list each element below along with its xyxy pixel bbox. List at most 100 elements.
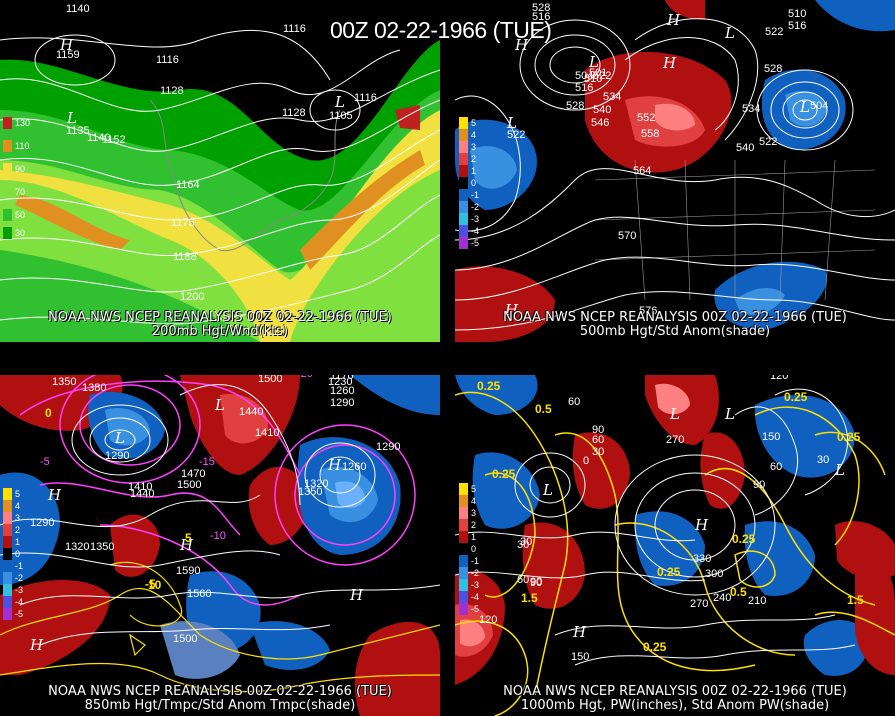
svg-text:L: L [334,93,345,111]
svg-text:0: 0 [45,406,52,420]
caption-line1: NOAA NWS NCEP REANALYSIS 00Z 02-22-1966 … [503,684,847,699]
svg-text:576: 576 [639,305,657,317]
svg-text:1500: 1500 [173,633,197,645]
svg-text:1440: 1440 [130,488,154,500]
svg-text:L: L [799,98,810,116]
svg-text:H: H [572,623,587,641]
svg-text:H: H [29,636,44,654]
svg-text:1590: 1590 [176,565,200,577]
svg-text:1290: 1290 [330,397,354,409]
svg-text:150: 150 [762,431,780,443]
svg-text:10: 10 [148,578,162,592]
svg-text:1380: 1380 [82,382,106,394]
svg-text:1170: 1170 [330,375,354,382]
svg-text:-15: -15 [199,456,215,468]
svg-text:H: H [662,54,677,72]
svg-text:L: L [114,429,125,447]
svg-text:1350: 1350 [90,541,114,553]
svg-text:1350: 1350 [52,376,76,388]
svg-text:528: 528 [566,100,584,112]
svg-text:-10: -10 [210,530,226,542]
svg-text:1140: 1140 [66,3,90,15]
page-title: 00Z 02-22-1966 (TUE) [330,17,552,43]
contour-labels-500: 528 516 504 510 522 534 540 546 528 552 … [532,2,828,317]
svg-text:1470: 1470 [181,468,205,480]
svg-text:1128: 1128 [160,85,184,97]
svg-text:522: 522 [759,136,777,148]
svg-text:0.25: 0.25 [477,379,501,393]
svg-text:0.25: 0.25 [784,390,808,404]
svg-text:510: 510 [788,8,806,20]
svg-text:522: 522 [507,129,525,141]
svg-text:540: 540 [593,104,611,116]
svg-text:546: 546 [591,117,609,129]
svg-text:L: L [724,405,735,423]
contour-labels-1000: 120 60 90 30 0 30 60 90 270 150 120 90 6… [479,375,829,663]
svg-text:1.5: 1.5 [847,593,864,607]
svg-text:L: L [724,24,735,42]
svg-text:H: H [514,36,529,54]
svg-text:1290: 1290 [105,450,129,462]
svg-text:60: 60 [568,396,580,408]
map-200mb: 1140 1116 1128 1128 1116 1140 1152 1164 … [0,0,440,342]
svg-text:516: 516 [532,11,550,23]
svg-text:558: 558 [641,128,659,140]
panel-200mb: 1140 1116 1128 1128 1116 1140 1152 1164 … [0,0,440,342]
high-center: H [59,36,74,54]
svg-text:1135: 1135 [66,125,90,137]
svg-text:510: 510 [584,73,602,85]
svg-text:-5: -5 [145,577,156,591]
svg-text:516: 516 [575,82,593,94]
svg-text:1188: 1188 [173,251,197,263]
low-center: L [66,109,77,127]
svg-text:522: 522 [765,26,783,38]
svg-text:240: 240 [713,592,731,604]
svg-text:-5: -5 [40,456,50,468]
svg-text:1320: 1320 [65,541,89,553]
svg-text:1116: 1116 [354,92,377,104]
svg-text:540: 540 [736,142,754,154]
svg-text:120: 120 [479,614,497,626]
svg-text:1152: 1152 [102,134,126,146]
svg-text:60: 60 [770,461,782,473]
svg-text:504: 504 [810,100,828,112]
svg-text:1116: 1116 [156,54,179,66]
svg-text:150: 150 [571,651,589,663]
svg-text:1290: 1290 [30,517,54,529]
panel-500mb: 528 516 504 510 522 534 540 546 528 552 … [455,0,895,342]
svg-text:L: L [588,53,599,71]
svg-text:-20: -20 [297,375,313,380]
svg-text:0.5: 0.5 [730,585,747,599]
svg-text:1410: 1410 [255,427,279,439]
svg-text:1116: 1116 [283,23,306,35]
svg-text:528: 528 [532,2,550,14]
svg-text:30: 30 [817,454,829,466]
svg-text:30: 30 [520,536,532,548]
svg-text:1230: 1230 [328,376,352,388]
svg-text:0.25: 0.25 [643,640,667,654]
caption-line1: NOAA NWS NCEP REANALYSIS 00Z 02-22-1966 … [48,310,392,325]
svg-text:501: 501 [589,67,607,79]
svg-text:H: H [179,536,194,554]
temp-labels-850: -20 -15 -10 -5 -5 0 5 10 [40,375,313,592]
svg-text:1260: 1260 [342,461,366,473]
svg-text:1176: 1176 [171,217,195,229]
svg-text:90: 90 [592,424,604,436]
svg-text:H: H [666,11,681,29]
svg-text:1200: 1200 [180,291,204,303]
pw-labels: 0.25 0.5 0.25 0.25 1.5 0.25 0.5 0.25 1.5… [477,379,864,654]
svg-text:1290: 1290 [376,441,400,453]
svg-text:30: 30 [517,539,529,551]
svg-text:534: 534 [603,91,621,103]
svg-text:1164: 1164 [176,179,200,191]
svg-text:1105: 1105 [329,110,353,122]
svg-text:0.25: 0.25 [657,565,681,579]
svg-text:H: H [694,516,709,534]
panel-1000mb: 120 60 90 30 0 30 60 90 270 150 120 90 6… [455,375,895,716]
svg-text:0.25: 0.25 [492,467,516,481]
svg-text:504: 504 [575,70,593,82]
svg-text:1159: 1159 [56,49,80,61]
svg-text:H: H [47,486,62,504]
caption-line2: 1000mb Hgt, PW(inches), Std Anom PW(shad… [520,698,830,713]
svg-text:330: 330 [693,553,711,565]
